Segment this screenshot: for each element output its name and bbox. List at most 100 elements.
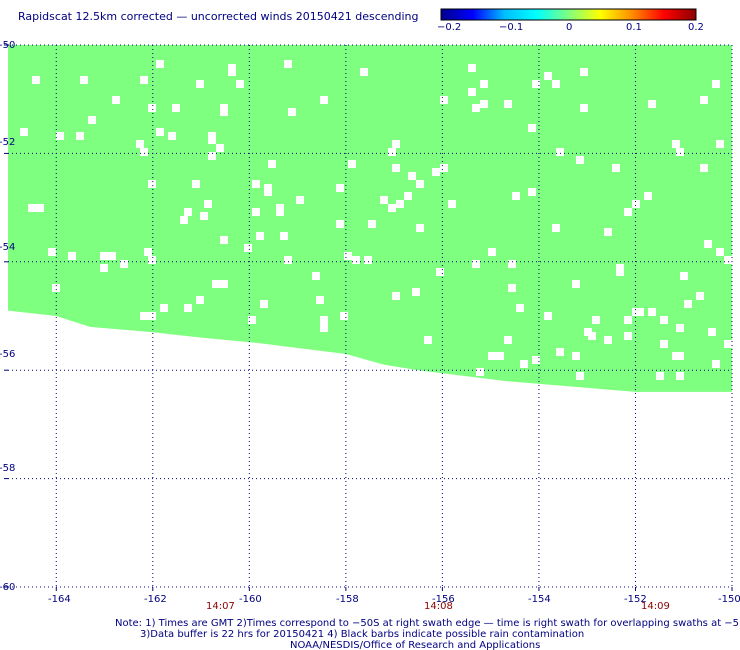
missing-data-cell: [368, 220, 376, 228]
missing-data-cell: [672, 140, 680, 148]
missing-data-cells: [20, 60, 732, 380]
missing-data-cell: [100, 252, 108, 260]
colorbar-bar: [440, 8, 697, 21]
y-tick-label: -50: [0, 40, 15, 51]
colorbar-tick-label: −0.1: [499, 22, 523, 33]
missing-data-cell: [712, 360, 720, 368]
missing-data-cell: [504, 336, 512, 344]
missing-data-cell: [180, 216, 188, 224]
missing-data-cell: [576, 156, 584, 164]
missing-data-cell: [528, 188, 536, 196]
missing-data-cell: [576, 372, 584, 380]
missing-data-cell: [552, 224, 560, 232]
missing-data-cell: [100, 264, 108, 272]
missing-data-cell: [200, 212, 208, 220]
missing-data-cell: [196, 80, 204, 88]
missing-data-cell: [320, 96, 328, 104]
missing-data-cell: [488, 352, 496, 360]
missing-data-cell: [624, 332, 632, 340]
missing-data-cell: [416, 224, 424, 232]
footnotes: Note: 1) Times are GMT 2)Times correspon…: [115, 618, 740, 650]
missing-data-cell: [312, 272, 320, 280]
missing-data-cell: [236, 80, 244, 88]
missing-data-cell: [264, 188, 272, 196]
x-tick-label: -162: [144, 594, 167, 605]
missing-data-cell: [488, 248, 496, 256]
missing-data-cell: [112, 96, 120, 104]
missing-data-cell: [320, 316, 328, 324]
missing-data-cell: [184, 304, 192, 312]
time-label: 14:09: [641, 601, 670, 612]
missing-data-cell: [196, 296, 204, 304]
missing-data-cell: [660, 340, 668, 348]
missing-data-cell: [220, 104, 228, 112]
missing-data-cell: [648, 308, 656, 316]
x-tick-label: -150: [718, 594, 740, 605]
missing-data-cell: [520, 360, 528, 368]
missing-data-cell: [408, 172, 416, 180]
missing-data-cell: [432, 168, 440, 176]
missing-data-cell: [220, 280, 228, 288]
x-tick-label: -152: [624, 594, 647, 605]
missing-data-cell: [280, 232, 288, 240]
missing-data-cell: [532, 80, 540, 88]
missing-data-cell: [472, 104, 480, 112]
missing-data-cell: [120, 260, 128, 268]
missing-data-cell: [508, 260, 516, 268]
missing-data-cell: [700, 164, 708, 172]
missing-data-cell: [424, 336, 432, 344]
missing-data-cell: [136, 140, 144, 148]
missing-data-cell: [676, 372, 684, 380]
missing-data-cell: [504, 100, 512, 108]
missing-data-cell: [392, 292, 400, 300]
missing-data-cell: [208, 152, 216, 160]
missing-data-cell: [436, 268, 444, 276]
missing-data-cell: [68, 252, 76, 260]
missing-data-cell: [344, 252, 352, 260]
y-tick-label: -60: [0, 582, 15, 593]
missing-data-cell: [288, 108, 296, 116]
x-tick-label: -154: [528, 594, 551, 605]
missing-data-cell: [572, 352, 580, 360]
missing-data-cell: [20, 128, 28, 136]
missing-data-cell: [604, 336, 612, 344]
colorbar-tick-label: 0.2: [688, 22, 704, 33]
missing-data-cell: [148, 256, 156, 264]
missing-data-cell: [252, 180, 260, 188]
missing-data-cell: [592, 316, 600, 324]
missing-data-cell: [140, 312, 148, 320]
missing-data-cell: [172, 104, 180, 112]
missing-data-cell: [648, 100, 656, 108]
missing-data-cell: [516, 304, 524, 312]
time-label: 14:07: [206, 601, 235, 612]
missing-data-cell: [660, 316, 668, 324]
missing-data-cell: [696, 292, 704, 300]
time-labels: 14:07 14:08 14:09: [206, 601, 670, 612]
missing-data-cell: [644, 192, 652, 200]
missing-data-cell: [616, 268, 624, 276]
missing-data-cell: [256, 232, 264, 240]
colorbar-tick-label: −0.2: [437, 22, 461, 33]
missing-data-cell: [216, 144, 224, 152]
missing-data-cell: [412, 288, 420, 296]
missing-data-cell: [676, 324, 684, 332]
missing-data-cell: [468, 64, 476, 72]
chart-title: Rapidscat 12.5km corrected — uncorrected…: [18, 10, 419, 23]
missing-data-cell: [388, 204, 396, 212]
missing-data-cell: [380, 196, 388, 204]
missing-data-cell: [276, 208, 284, 216]
missing-data-cell: [28, 204, 36, 212]
missing-data-cell: [440, 164, 448, 172]
missing-data-cell: [156, 60, 164, 68]
x-axis-labels: -164 -162 -160 -158 -156 -154 -152 -150: [48, 594, 740, 605]
missing-data-cell: [724, 340, 732, 348]
missing-data-cell: [572, 280, 580, 288]
missing-data-cell: [624, 316, 632, 324]
missing-data-cell: [724, 256, 732, 264]
missing-data-cell: [204, 200, 212, 208]
time-label: 14:08: [424, 601, 453, 612]
missing-data-cell: [148, 104, 156, 112]
missing-data-cell: [140, 148, 148, 156]
missing-data-cell: [552, 80, 560, 88]
